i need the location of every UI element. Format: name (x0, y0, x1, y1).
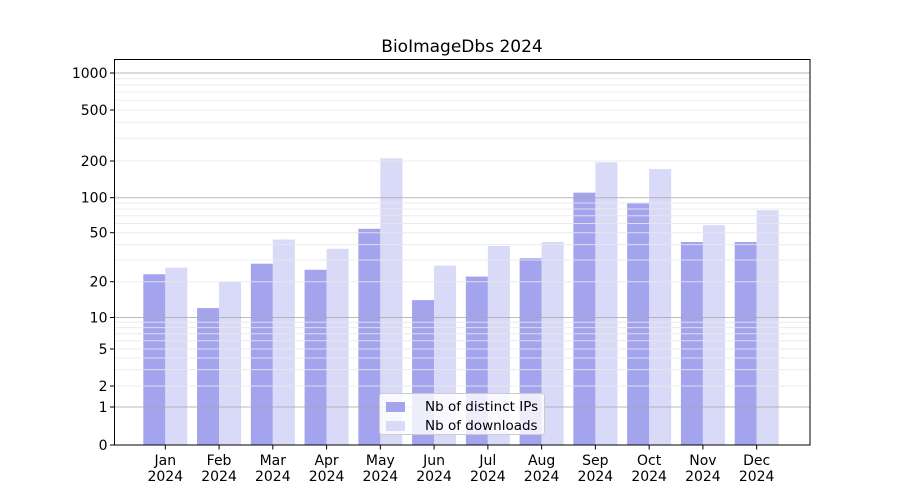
bar-downloads-sep (595, 162, 618, 445)
chart-title: BioImageDbs 2024 (381, 37, 543, 57)
x-tick-label-month: Apr (314, 453, 338, 469)
y-tick-label: 500 (81, 103, 108, 119)
y-tick-label: 10 (90, 311, 108, 327)
bar-distinct-ips-sep (573, 192, 596, 445)
x-tick-label-year: 2024 (631, 469, 667, 485)
legend-swatch-downloads (386, 421, 405, 431)
x-tick-label-year: 2024 (739, 469, 775, 485)
plot-border (114, 59, 811, 446)
y-tick-label: 100 (81, 191, 108, 207)
x-tick-label-year: 2024 (309, 469, 345, 485)
x-tick-label-year: 2024 (147, 469, 183, 485)
x-tick-label-year: 2024 (363, 469, 399, 485)
x-tick-label-month: Jun (422, 453, 445, 469)
x-tick-label-year: 2024 (470, 469, 506, 485)
y-tick-label: 1 (99, 400, 108, 416)
x-tick-label-month: Feb (207, 453, 232, 469)
bar-distinct-ips-dec (734, 242, 757, 445)
x-tick-label-year: 2024 (578, 469, 614, 485)
bar-downloads-may (380, 158, 403, 446)
x-tick-label-year: 2024 (201, 469, 237, 485)
x-tick-label-month: Dec (743, 453, 770, 469)
bar-distinct-ips-apr (304, 269, 327, 445)
y-tick-label: 50 (90, 226, 108, 242)
y-tick-label: 200 (81, 154, 108, 170)
bar-downloads-mar (272, 239, 295, 445)
x-tick-label-month: Jul (478, 453, 496, 469)
bar-downloads-apr (326, 248, 349, 445)
bar-distinct-ips-jan (143, 274, 166, 445)
x-tick-label-year: 2024 (685, 469, 721, 485)
y-tick-label: 1000 (72, 66, 108, 82)
bar-distinct-ips-mar (250, 263, 273, 445)
x-tick-label-month: Mar (260, 453, 287, 469)
y-tick-label: 2 (99, 379, 108, 395)
x-tick-label-year: 2024 (255, 469, 291, 485)
y-tick-label: 20 (90, 275, 108, 291)
bar-downloads-aug (541, 242, 564, 445)
x-tick-label-month: Sep (582, 453, 609, 469)
x-tick-label-month: Oct (637, 453, 662, 469)
legend-swatch-distinct-ips (386, 402, 405, 412)
bar-downloads-nov (702, 225, 725, 445)
bar-distinct-ips-feb (197, 308, 220, 445)
legend-label-distinct-ips: Nb of distinct IPs (425, 399, 539, 415)
bar-distinct-ips-may (358, 228, 381, 445)
x-tick-label-month: Jan (154, 453, 177, 469)
x-tick-label-year: 2024 (524, 469, 560, 485)
legend: Nb of distinct IPs Nb of downloads (379, 393, 545, 435)
legend-label-downloads: Nb of downloads (425, 418, 538, 434)
y-tick-label: 5 (99, 342, 108, 358)
bar-downloads-oct (649, 168, 672, 446)
bar-downloads-feb (219, 281, 242, 445)
x-tick-label-month: May (366, 453, 395, 469)
bar-downloads-jan (165, 267, 188, 445)
x-tick-label-year: 2024 (416, 469, 452, 485)
x-tick-label-month: Nov (689, 453, 716, 469)
bar-distinct-ips-nov (680, 242, 703, 445)
x-tick-label-month: Aug (528, 453, 555, 469)
bar-distinct-ips-oct (627, 203, 650, 445)
y-tick-label: 0 (99, 438, 108, 454)
